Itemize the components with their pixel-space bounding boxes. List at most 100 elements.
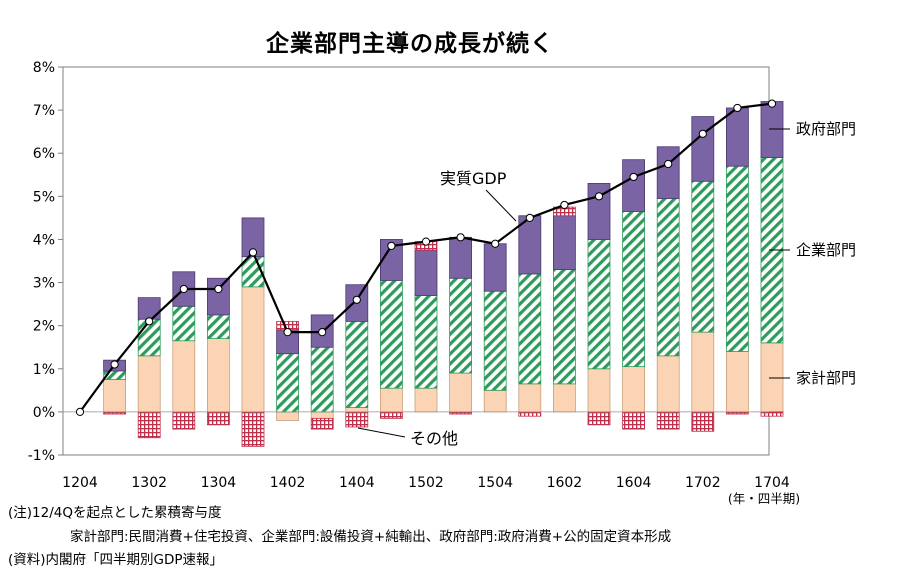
note-start-point: (注)12/4Qを起点とした累積寄与度 [8,505,222,521]
bar-corporate [518,273,542,385]
gdp-point [629,172,638,182]
bar-government [414,249,438,296]
x-tick-label: 1204 [62,475,98,491]
bar-corporate [276,353,300,413]
bar-corporate [345,320,369,408]
y-tick-label: 6% [33,146,55,162]
bar-corporate [414,295,438,389]
bar-other [760,411,784,417]
bar-other [379,411,403,419]
gdp-point [75,407,85,416]
x-tick-label: 1404 [339,475,375,491]
bar-corporate [449,277,473,374]
bar-household [241,286,265,413]
bar-household [483,389,507,413]
gdp-point [318,328,327,337]
bar-corporate [553,269,576,385]
gdp-point [387,241,396,251]
legend-corporate: 企業部門 [796,241,856,259]
bar-corporate [587,239,611,370]
gdp-point [456,233,465,242]
bar-corporate [206,314,230,339]
x-tick-label: 1602 [547,475,583,491]
bar-other [172,411,196,430]
bar-other [518,411,542,417]
bar-household [691,331,715,413]
x-tick-label: 1702 [685,475,721,491]
bar-government [760,101,784,158]
bar-government [449,236,473,279]
y-tick-label: 4% [33,232,55,248]
gdp-point [664,159,673,169]
gdp-point [283,328,292,337]
y-tick-label: -1% [28,448,55,464]
bar-household [726,351,749,413]
bar-household [760,342,784,413]
bar-government [206,277,230,316]
x-axis: 1204 1302 1304 1402 1404 1502 1504 1602 1604 1702… [62,475,800,506]
y-axis: 8% 7% 6% 5% 4% 3% 2% 1% 0% -1% [28,60,63,464]
bar-government [656,146,680,199]
gdp-point [698,129,707,138]
gdp-line [75,99,777,416]
legend-household: 家計部門 [796,369,856,387]
bar-other [656,411,680,430]
bar-household [414,387,438,413]
bar-household [518,383,542,413]
y-tick-label: 2% [33,319,55,335]
x-tick-label: 1304 [201,475,237,491]
gdp-point [110,360,119,369]
gdp-point [525,213,534,222]
bar-government [691,116,715,182]
y-tick-label: 5% [33,189,55,205]
bar-household [345,407,369,413]
bar-government [137,297,161,320]
y-tick-label: 7% [33,103,55,119]
bars [63,101,784,447]
x-tick-label: 1504 [477,475,513,491]
bar-corporate [379,279,403,389]
bar-household [379,387,403,413]
bar-other [310,417,334,430]
gdp-point [491,239,500,248]
gdp-point [352,295,361,304]
bar-corporate [656,198,680,357]
y-tick-label: 0% [33,405,55,421]
bar-household [310,411,334,419]
bar-other [137,411,161,439]
x-tick-label: 1502 [408,475,444,491]
bar-household [172,340,196,413]
bar-government [483,243,507,292]
x-tick-label: 1704 [754,475,790,491]
bar-government [726,107,749,167]
gdp-point [733,103,742,113]
gdp-point [145,317,154,326]
bar-other [241,411,265,447]
bar-corporate [310,346,334,413]
bar-other [691,411,715,432]
legend-government: 政府部門 [796,120,856,138]
gdp-point [560,200,569,210]
gdp-point [767,99,777,108]
bar-other [345,411,369,428]
bar-household [206,338,230,413]
y-tick-label: 1% [33,362,55,378]
bar-household [587,368,611,413]
chart-title: 企業部門主導の成長が続く [266,31,554,57]
bar-government [241,217,265,258]
bar-household [137,355,161,413]
gdp-point [594,192,604,201]
bar-other [587,411,611,426]
x-tick-label: 1302 [131,475,167,491]
bar-corporate [726,165,749,352]
y-tick-label: 8% [33,60,55,76]
gdp-point [179,284,188,294]
bar-government [379,239,403,281]
bar-household [103,379,126,413]
bar-household [449,372,473,413]
annotation-leader-gdp [485,189,517,222]
gdp-point [248,248,258,257]
x-axis-unit: (年・四半期) [728,491,800,506]
